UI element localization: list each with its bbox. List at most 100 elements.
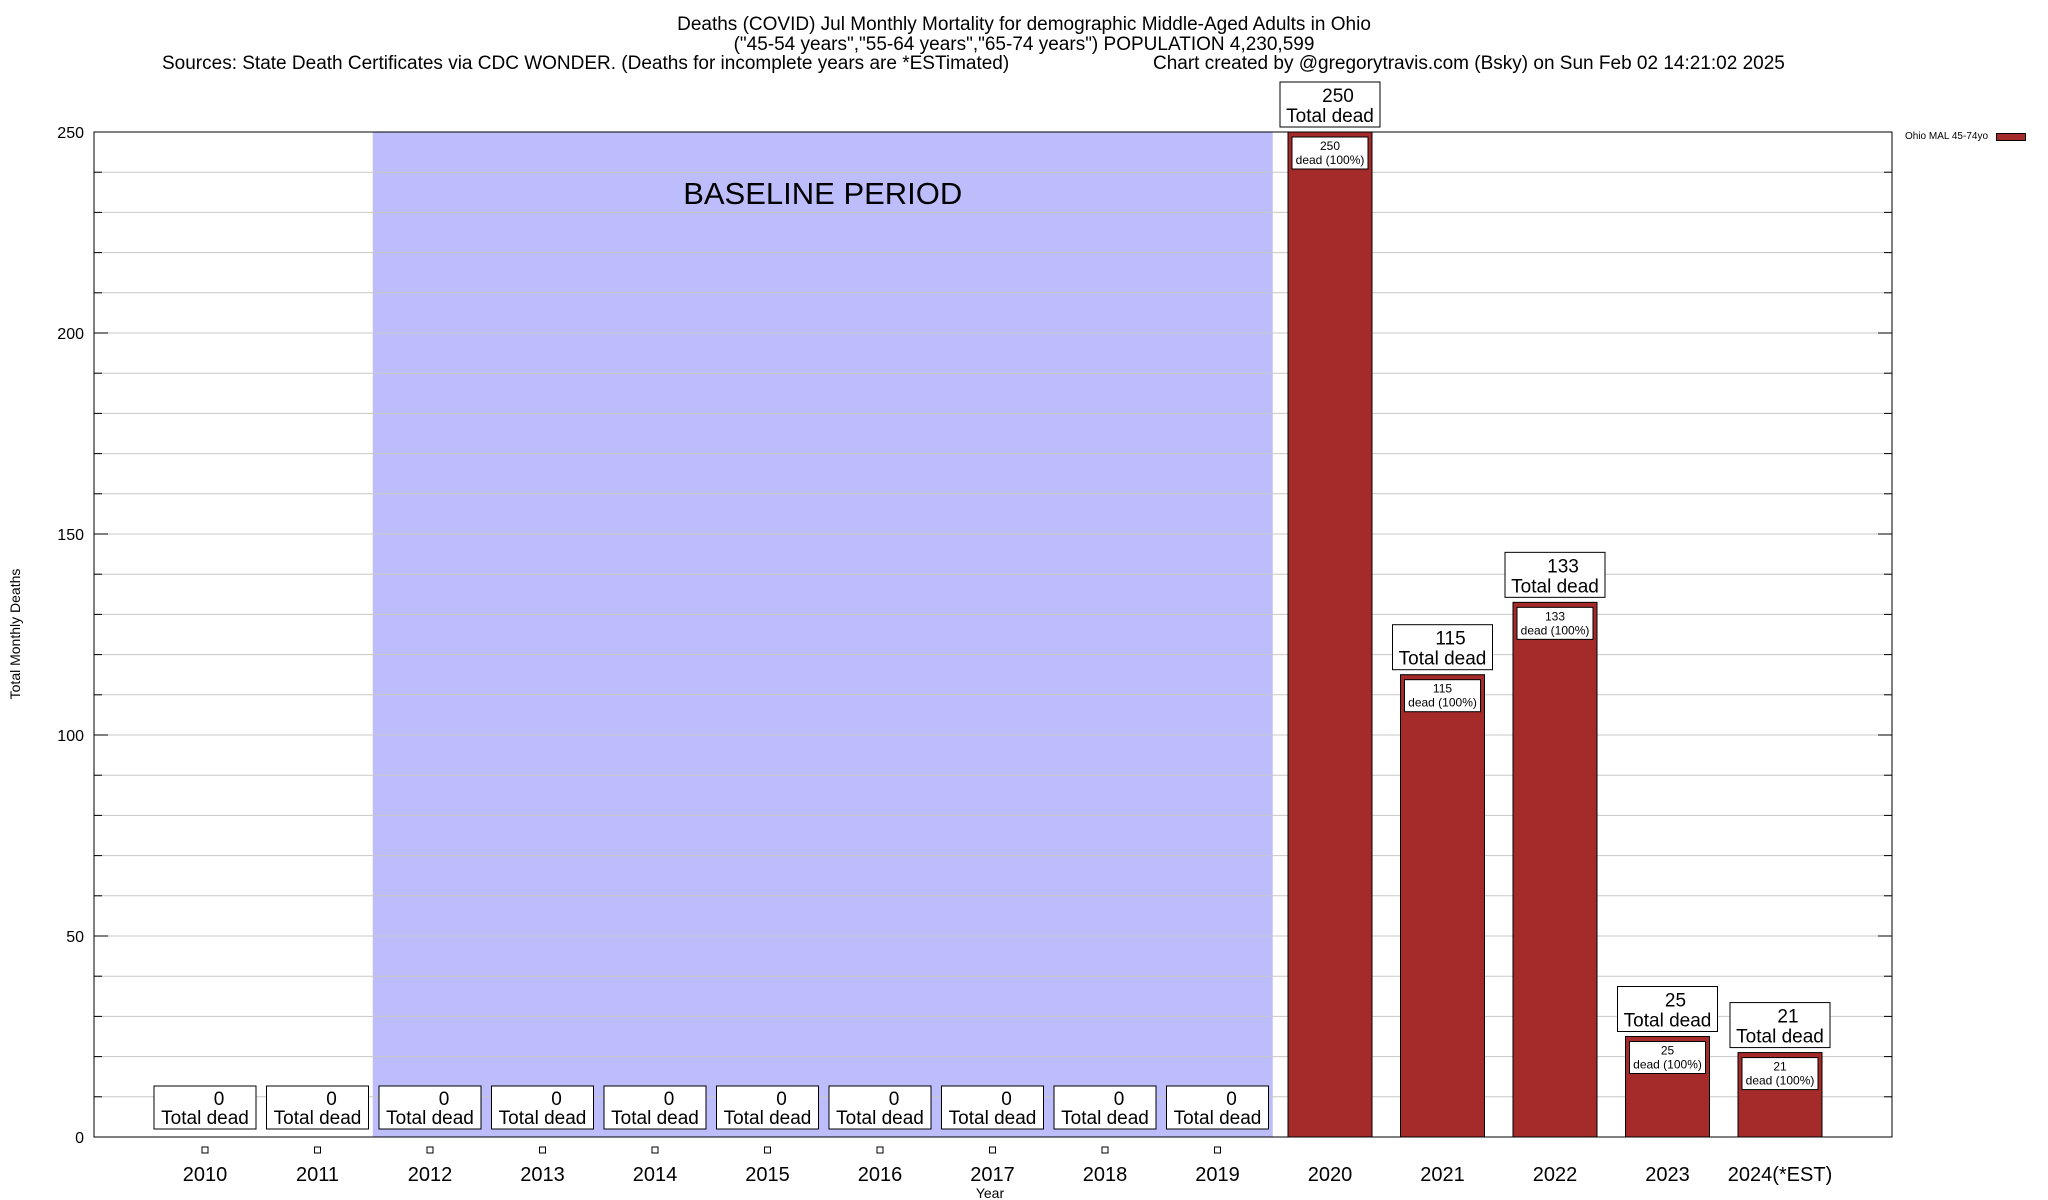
bar-inner-value: 115 [1433,682,1452,696]
bar-total-label: Total dead [836,1108,924,1129]
bar-inner-value: 133 [1545,609,1565,623]
bar-total-value: 0 [439,1089,450,1110]
bar-inner-label: dead (100%) [1408,696,1477,710]
bar-inner-label-box [1404,679,1481,713]
bar-total-value: 25 [1665,991,1686,1012]
bar-zero-marker [989,1146,996,1154]
bar-inner-label: dead (100%) [1746,1074,1815,1088]
bar-total-label-box [1729,1002,1831,1049]
bar-inner-label: dead (100%) [1296,153,1365,167]
x-axis-label: Year [976,1185,1005,1200]
x-tick-label: 2023 [1645,1164,1690,1186]
bar-inner-value: 250 [1320,139,1340,153]
bar-total-label-box [603,1085,707,1130]
bar-total-value: 0 [1001,1089,1012,1110]
y-tick-label: 0 [75,1130,84,1147]
y-tick-label: 150 [57,527,84,544]
x-tick-label: 2021 [1420,1164,1465,1186]
bar-total-value: 0 [1226,1089,1237,1110]
x-tick-label: 2019 [1195,1164,1240,1186]
chart-title-line1: Deaths (COVID) Jul Monthly Mortality for… [677,14,1371,35]
bar-total-label: Total dead [1736,1027,1824,1048]
bar-total-label: Total dead [161,1108,249,1129]
chart-title-line2: ("45-54 years","55-64 years","65-74 year… [733,34,1315,55]
bar-total-label: Total dead [1174,1108,1262,1129]
bar-zero-marker [201,1146,209,1154]
bar-total-value: 21 [1777,1007,1798,1028]
x-tick-label: 2022 [1533,1164,1578,1186]
bar-total-value: 0 [326,1089,337,1110]
bar-inner-label-box [1629,1041,1706,1074]
bar-total-label: Total dead [274,1108,362,1129]
bar-total-label-box [378,1085,482,1130]
x-tick-label: 2013 [520,1164,565,1186]
x-tick-label: 2010 [183,1164,228,1186]
bar-total-value: 250 [1322,86,1354,107]
baseline-period-label: BASELINE PERIOD [683,176,962,211]
bar-inner-label-box [1291,136,1369,170]
bar-zero-marker [539,1146,546,1154]
bar-zero-marker [426,1146,434,1154]
bar-total-label-box [1617,986,1718,1032]
bar-total-value: 115 [1435,629,1465,650]
x-tick-label: 2016 [858,1164,903,1186]
bar-total-label-box [941,1085,1044,1130]
bar-total-value: 133 [1547,556,1579,577]
x-tick-label: 2015 [745,1164,790,1186]
plot-area-border [93,131,1893,1138]
bar-total-label-box [1392,624,1493,671]
x-tick-label: 2014 [633,1164,678,1186]
bar [1400,674,1485,1138]
bar-zero-marker [1214,1146,1221,1154]
bar-total-label: Total dead [1061,1108,1149,1129]
bar-total-label-box [1053,1085,1157,1130]
bar-total-label-box [1279,81,1381,128]
bar-total-label: Total dead [1286,106,1374,127]
chart-credit: Chart created by @gregorytravis.com (Bsk… [1153,53,1785,74]
legend-swatch [1996,132,2027,141]
bar-total-label: Total dead [949,1108,1037,1129]
bar-total-label: Total dead [386,1108,474,1129]
bar-inner-label-box [1516,606,1594,640]
x-tick-label: 2012 [408,1164,453,1186]
x-tick-label: 2011 [296,1164,339,1186]
bar [1287,131,1373,1138]
bar-total-label-box [716,1085,819,1130]
bar-total-label: Total dead [724,1108,812,1129]
bar-total-label: Total dead [1511,576,1599,597]
x-tick-label: 2018 [1083,1164,1128,1186]
bar-zero-marker [764,1146,771,1154]
bar-total-label: Total dead [1624,1011,1712,1032]
y-tick-label: 200 [57,326,84,343]
bar-inner-value: 21 [1773,1060,1787,1074]
bar-total-value: 0 [1114,1089,1125,1110]
bar [1512,601,1598,1138]
bar-zero-marker [1101,1146,1109,1154]
baseline-period-band [372,132,1273,1137]
bar-total-label-box [491,1085,594,1130]
chart-sources: Sources: State Death Certificates via CD… [162,53,1010,74]
bar-total-value: 0 [551,1089,562,1110]
bar-total-label: Total dead [499,1108,587,1129]
bar-total-label-box [1166,1085,1269,1130]
bar-zero-marker [651,1146,659,1154]
legend: Ohio MAL 45-74yo [1905,131,2027,142]
bar-total-value: 0 [664,1089,675,1110]
y-tick-label: 100 [57,728,84,745]
bar-zero-marker [876,1146,884,1154]
y-axis-label: Total Monthly Deaths [7,569,23,700]
bar-inner-value: 25 [1661,1044,1675,1058]
legend-label: Ohio MAL 45-74yo [1905,131,1989,142]
bar-total-label: Total dead [611,1108,699,1129]
x-tick-label: 2024(*EST) [1728,1164,1833,1186]
bar-total-label-box [828,1085,932,1130]
bar-inner-label: dead (100%) [1521,623,1590,637]
bar-inner-label: dead (100%) [1633,1058,1702,1072]
bar-total-value: 0 [214,1089,225,1110]
bar-total-label-box [153,1085,257,1130]
bar-total-value: 0 [889,1089,900,1110]
bar-inner-label-box [1741,1057,1819,1091]
bar-total-label-box [266,1085,369,1130]
bar-total-value: 0 [776,1089,787,1110]
